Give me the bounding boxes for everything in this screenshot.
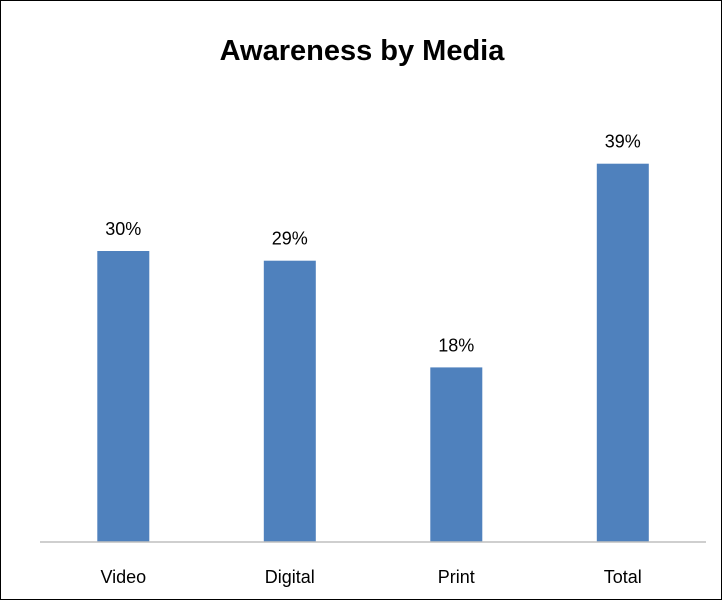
bar-digital: [263, 260, 316, 542]
bar-total: [596, 163, 649, 542]
bars-group: [97, 163, 649, 542]
x-tick-label-total: Total: [604, 567, 642, 587]
bar-print: [430, 367, 483, 542]
bar-video: [97, 251, 150, 542]
x-tick-label-video: Video: [100, 567, 146, 587]
data-label-video: 30%: [105, 219, 141, 239]
data-label-print: 18%: [438, 335, 474, 355]
x-tick-labels-group: Video Digital Print Total: [100, 567, 641, 587]
data-labels-group: 30% 29% 18% 39%: [105, 132, 641, 356]
chart-title: Awareness by Media: [219, 35, 505, 67]
data-label-total: 39%: [605, 132, 641, 152]
x-tick-label-print: Print: [438, 567, 475, 587]
data-label-digital: 29%: [272, 229, 308, 249]
x-tick-label-digital: Digital: [265, 567, 315, 587]
